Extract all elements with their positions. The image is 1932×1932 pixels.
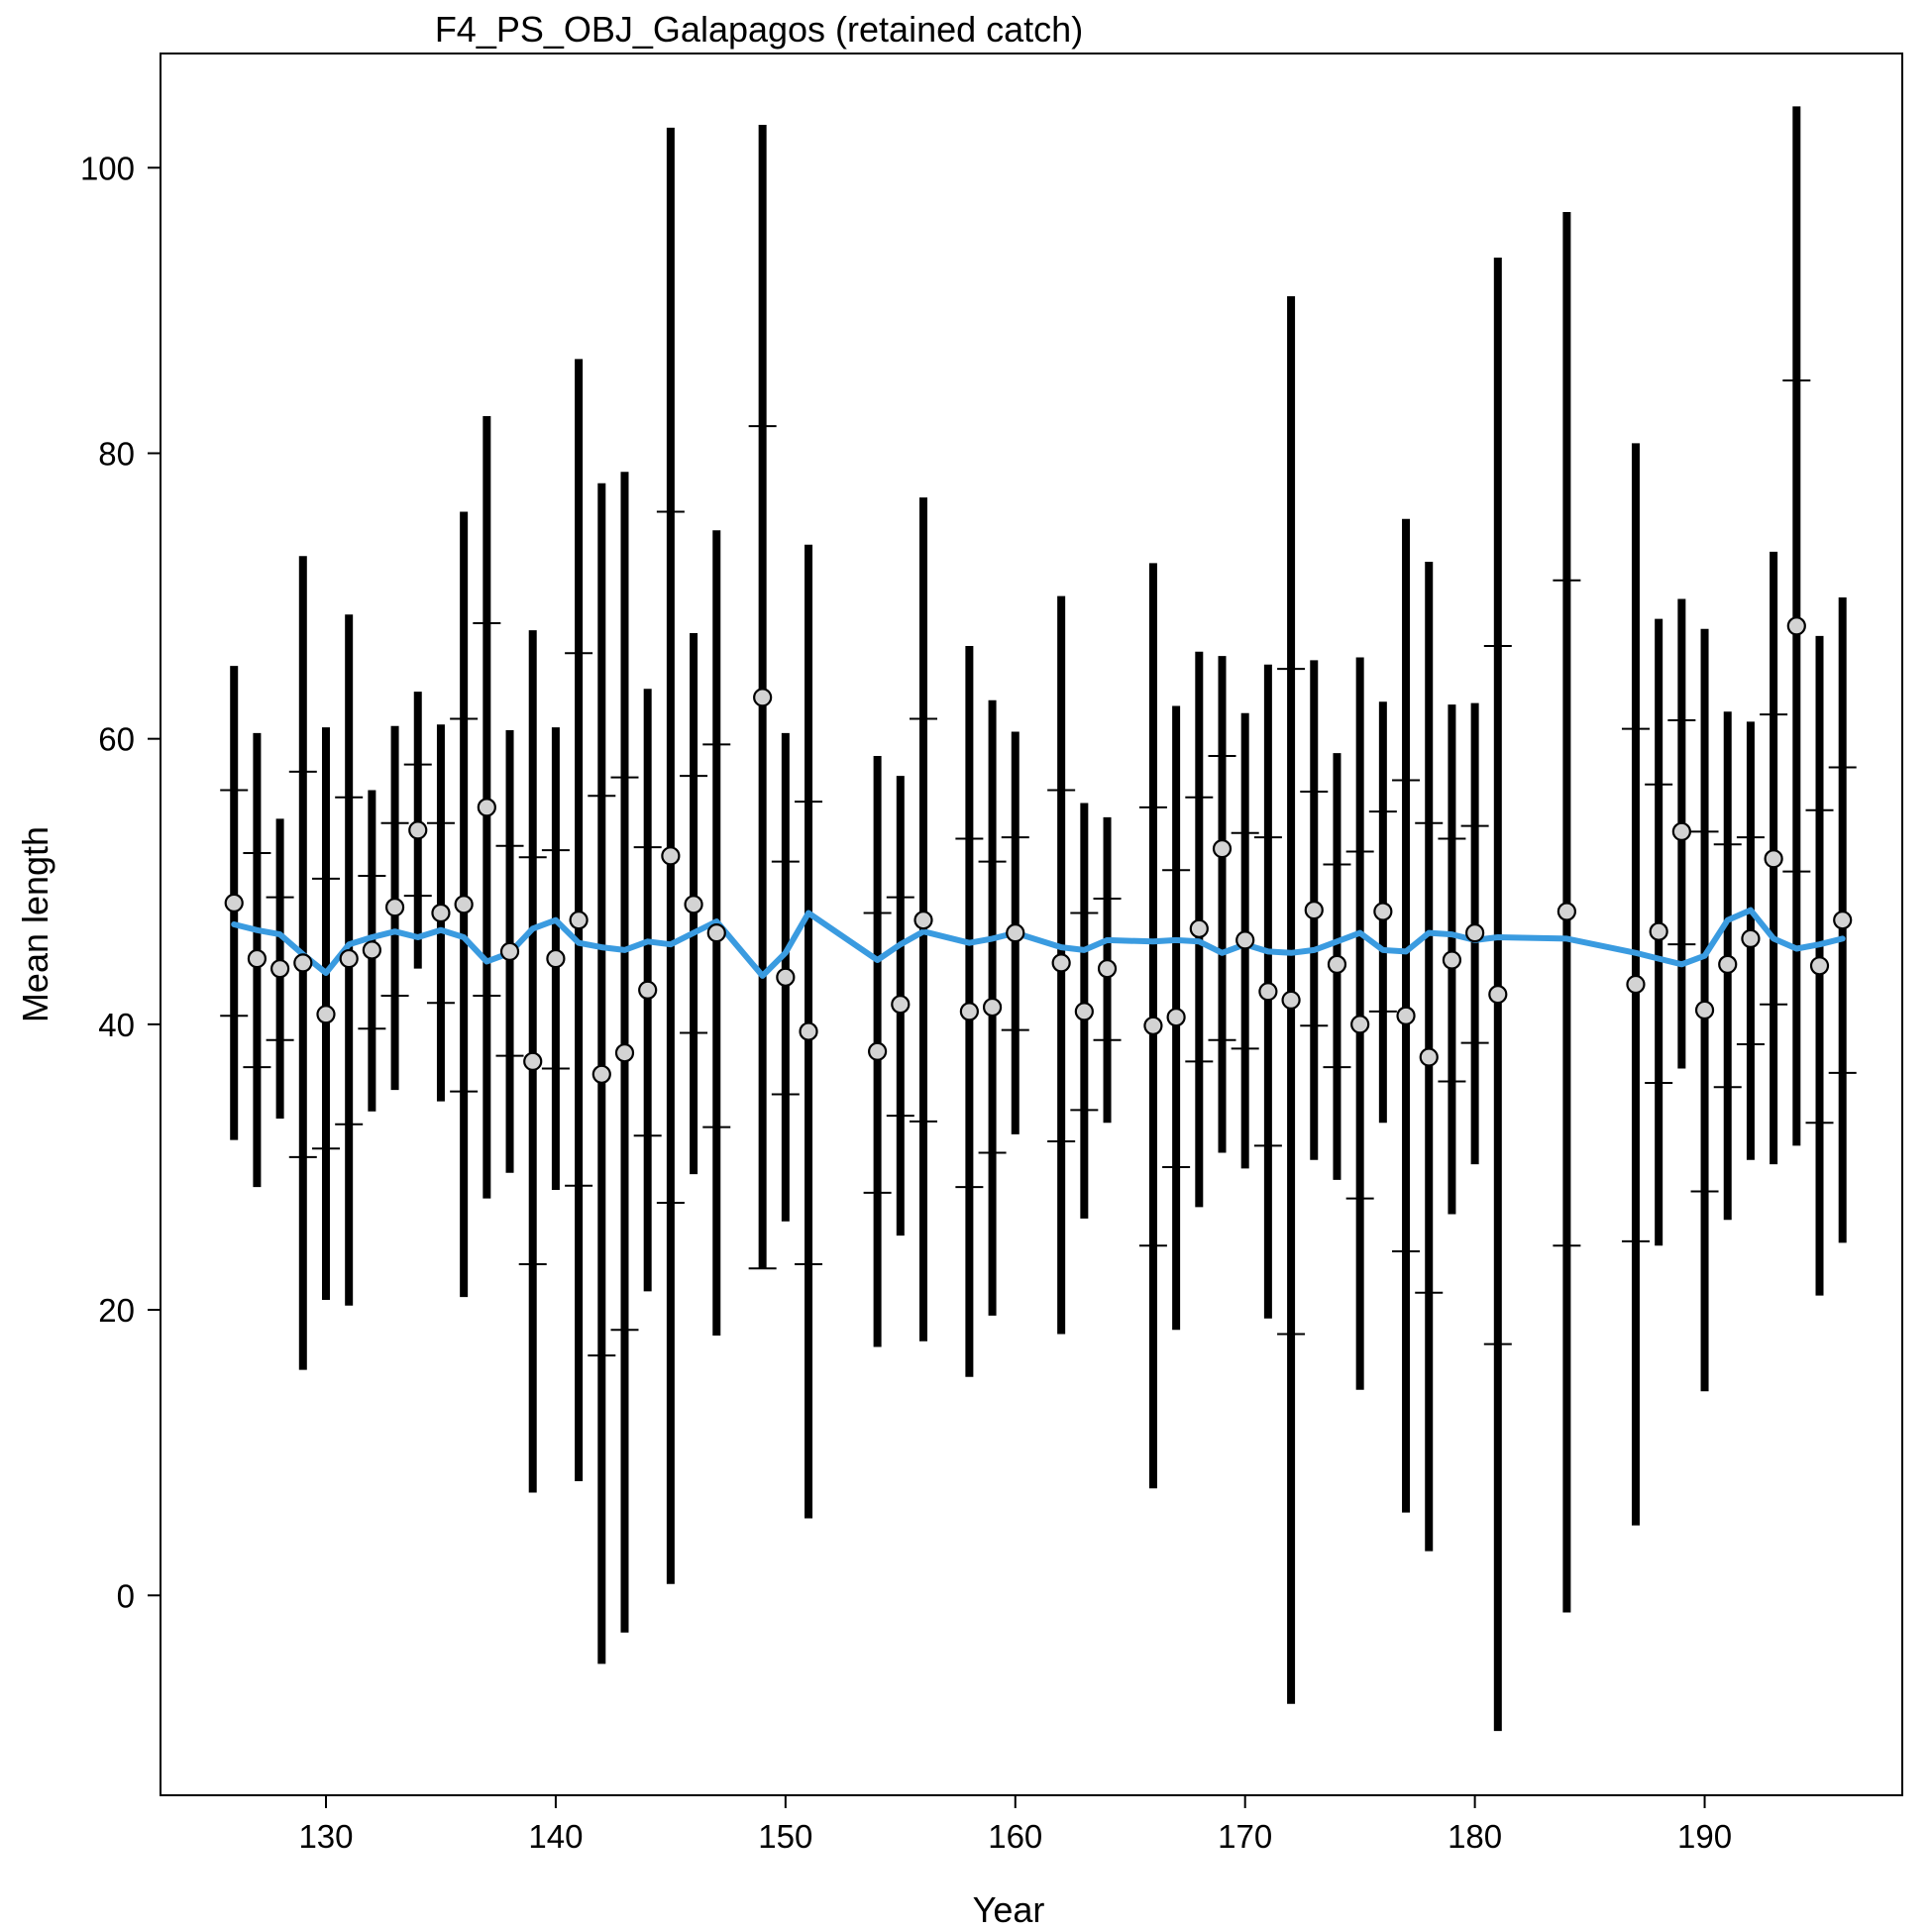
observed-point bbox=[1051, 953, 1071, 973]
observed-point bbox=[523, 1051, 543, 1071]
observed-point bbox=[431, 903, 451, 923]
observed-point bbox=[776, 967, 796, 987]
observed-point bbox=[1764, 849, 1783, 869]
expected-mean-line-group bbox=[231, 907, 1846, 979]
observed-points bbox=[224, 616, 1853, 1084]
observed-point bbox=[638, 980, 658, 1000]
observed-point bbox=[1556, 902, 1576, 921]
x-tick-label: 130 bbox=[298, 1818, 353, 1855]
observed-point bbox=[1189, 918, 1209, 938]
observed-point bbox=[1235, 930, 1255, 950]
observed-point bbox=[408, 820, 428, 840]
observed-point bbox=[913, 911, 933, 930]
observed-point bbox=[591, 1064, 611, 1084]
observed-point bbox=[477, 798, 496, 817]
observed-point bbox=[1809, 956, 1830, 976]
observed-point bbox=[454, 895, 474, 914]
observed-point bbox=[1006, 923, 1025, 943]
observed-point bbox=[1694, 1000, 1715, 1020]
x-axis-label: Year bbox=[973, 1889, 1045, 1930]
observed-point bbox=[1626, 974, 1646, 995]
observed-point bbox=[1442, 950, 1462, 970]
observed-point bbox=[1350, 1015, 1370, 1034]
observed-point bbox=[1097, 959, 1118, 979]
error-bars bbox=[220, 106, 1857, 1732]
observed-point bbox=[868, 1041, 888, 1061]
observed-point bbox=[1281, 990, 1301, 1010]
observed-point bbox=[1465, 923, 1485, 943]
observed-point bbox=[270, 959, 290, 979]
observed-point bbox=[1649, 921, 1668, 941]
observed-point bbox=[1074, 1002, 1094, 1021]
observed-point bbox=[661, 846, 681, 866]
observed-point bbox=[1212, 839, 1233, 859]
observed-point bbox=[753, 688, 773, 707]
observed-point bbox=[316, 1005, 336, 1024]
y-tick-label: 60 bbox=[98, 721, 135, 758]
observed-point bbox=[614, 1043, 635, 1063]
y-tick-label: 40 bbox=[98, 1007, 135, 1043]
observed-point bbox=[891, 995, 911, 1015]
y-axis-label: Mean length bbox=[15, 826, 55, 1022]
observed-point bbox=[1396, 1006, 1416, 1025]
observed-point bbox=[384, 898, 405, 917]
observed-point bbox=[293, 953, 313, 973]
observed-point bbox=[499, 941, 520, 961]
expected-mean-line bbox=[231, 907, 1846, 979]
y-tick-label: 100 bbox=[80, 150, 135, 186]
y-tick-label: 80 bbox=[98, 435, 135, 472]
x-tick-label: 180 bbox=[1448, 1818, 1502, 1855]
observed-point bbox=[1741, 928, 1761, 949]
observed-point bbox=[1419, 1047, 1439, 1067]
observed-point bbox=[982, 997, 1003, 1018]
chart-title: F4_PS_OBJ_Galapagos (retained catch) bbox=[435, 9, 1083, 50]
observed-point bbox=[959, 1002, 979, 1021]
observed-point bbox=[1258, 982, 1278, 1002]
observed-point bbox=[1833, 911, 1853, 930]
x-tick-label: 190 bbox=[1677, 1818, 1732, 1855]
observed-point bbox=[1304, 900, 1324, 920]
observed-point bbox=[1671, 821, 1691, 841]
observed-point bbox=[339, 948, 359, 969]
plot-frame bbox=[160, 53, 1903, 1796]
observed-point bbox=[1166, 1008, 1186, 1027]
x-tick-label: 170 bbox=[1218, 1818, 1272, 1855]
x-tick-label: 140 bbox=[528, 1818, 583, 1855]
y-axis: 0 20 40 60 80 100 bbox=[80, 150, 161, 1614]
observed-point bbox=[799, 1021, 818, 1041]
y-tick-label: 0 bbox=[117, 1577, 135, 1614]
x-tick-label: 160 bbox=[988, 1818, 1042, 1855]
observed-point bbox=[546, 948, 566, 969]
y-tick-label: 20 bbox=[98, 1292, 135, 1329]
observed-point bbox=[224, 893, 244, 912]
observed-point bbox=[1327, 954, 1347, 974]
observed-point bbox=[684, 895, 703, 914]
observed-point bbox=[1488, 985, 1508, 1005]
observed-point bbox=[569, 911, 589, 930]
observed-point bbox=[1718, 954, 1738, 974]
observed-point bbox=[1373, 902, 1393, 921]
observed-point bbox=[362, 940, 381, 960]
x-axis: 130 140 150 160 170 180 190 bbox=[298, 1795, 1732, 1855]
observed-point bbox=[1143, 1016, 1163, 1035]
x-tick-label: 150 bbox=[758, 1818, 812, 1855]
observed-point bbox=[1786, 616, 1806, 636]
observed-point bbox=[247, 948, 268, 969]
observed-point bbox=[706, 923, 726, 943]
